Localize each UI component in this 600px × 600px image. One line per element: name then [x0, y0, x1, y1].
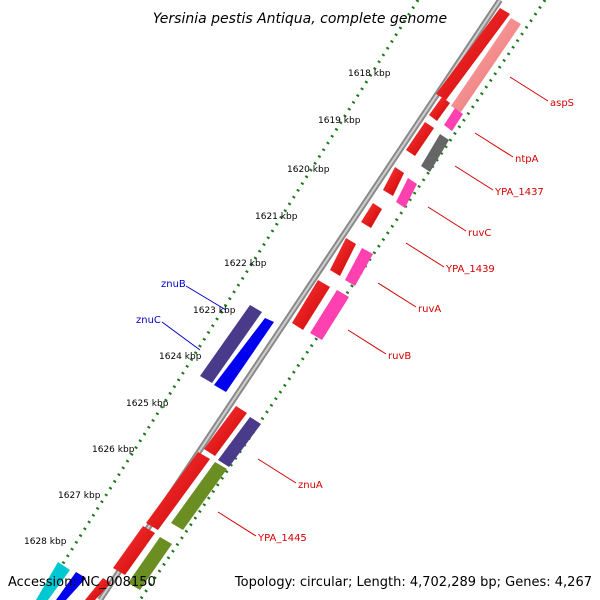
tick-dotted-line-outer [38, 0, 420, 600]
gene-arrow[interactable] [451, 18, 521, 112]
connector-line [405, 242, 445, 268]
gene-arrow[interactable] [436, 8, 510, 100]
tick-label: 1625 kbp [126, 399, 169, 409]
connector-line [474, 132, 514, 158]
gene-arrow[interactable] [406, 122, 434, 156]
gene-arrow[interactable] [200, 305, 262, 383]
tick-label: 1623 kbp [193, 306, 236, 316]
gene-arrow[interactable] [36, 562, 70, 600]
accession-text: Accession: NC_008150 [8, 575, 156, 590]
gene-label-asps[interactable]: aspS [550, 98, 574, 109]
connector-line [509, 76, 549, 102]
gene-arrow[interactable] [146, 452, 210, 530]
reverse-strand-genes [36, 305, 274, 600]
gene-label-znuc[interactable]: znuC [136, 315, 161, 326]
connector-line [217, 511, 257, 537]
gene-arrow[interactable] [56, 572, 86, 600]
gene-arrow[interactable] [396, 178, 417, 208]
gene-label-ruva[interactable]: ruvA [418, 304, 441, 315]
connector-line [161, 321, 201, 351]
tick-label: 1626 kbp [92, 445, 135, 455]
connector-line [427, 206, 467, 232]
connector-line [377, 282, 417, 308]
connector-line [257, 458, 297, 484]
gene-arrow[interactable] [345, 248, 373, 286]
gene-label-ruvc[interactable]: ruvC [468, 228, 491, 239]
reverse-label-connectors [161, 285, 227, 351]
gene-arrow[interactable] [128, 537, 172, 590]
forward-label-connectors [217, 76, 549, 537]
gene-label-ypa-1439[interactable]: YPA_1439 [445, 264, 495, 275]
map-title: Yersinia pestis Antiqua, complete genome [153, 11, 447, 27]
gene-arrow[interactable] [421, 134, 449, 172]
gene-label-ntpa[interactable]: ntpA [515, 154, 539, 165]
gene-label-znub[interactable]: znuB [161, 279, 186, 290]
reverse-gene-labels: znuB znuC [136, 279, 186, 326]
gene-arrow[interactable] [310, 290, 349, 340]
gene-label-ypa-1437[interactable]: YPA_1437 [494, 187, 544, 198]
genome-summary-text: Topology: circular; Length: 4,702,289 bp… [234, 575, 592, 590]
tick-label: 1624 kbp [159, 352, 202, 362]
forward-strand-genes [85, 8, 521, 600]
tick-label: 1620 kbp [287, 165, 330, 175]
gene-arrow[interactable] [171, 462, 227, 530]
tick-label: 1618 kbp [348, 69, 391, 79]
gene-arrow[interactable] [383, 167, 404, 196]
tick-label: 1627 kbp [58, 491, 101, 501]
gene-label-znua[interactable]: znuA [298, 480, 323, 491]
connector-line [454, 165, 494, 191]
gene-arrow[interactable] [113, 526, 155, 575]
gene-label-ruvb[interactable]: ruvB [388, 351, 411, 362]
gene-arrow[interactable] [429, 97, 450, 121]
tick-label: 1628 kbp [24, 537, 67, 547]
gene-label-ypa-1445[interactable]: YPA_1445 [257, 533, 307, 544]
tick-label: 1621 kbp [255, 212, 298, 222]
gene-arrow[interactable] [292, 280, 330, 330]
connector-line [347, 329, 387, 355]
gene-arrow[interactable] [361, 203, 382, 228]
gene-arrow[interactable] [444, 108, 463, 131]
tick-label: 1619 kbp [318, 116, 361, 126]
gene-arrow[interactable] [218, 417, 261, 467]
tick-labels: 1618 kbp 1619 kbp 1620 kbp 1621 kbp 1622… [24, 69, 391, 547]
forward-gene-labels: aspS ntpA YPA_1437 ruvC YPA_1439 ruvA ru… [257, 98, 574, 544]
connector-line [185, 285, 227, 311]
gene-arrow[interactable] [214, 318, 274, 392]
gene-arrow[interactable] [330, 238, 356, 276]
gene-arrow[interactable] [85, 578, 111, 600]
tick-label: 1622 kbp [224, 259, 267, 269]
gene-arrow[interactable] [204, 406, 247, 456]
